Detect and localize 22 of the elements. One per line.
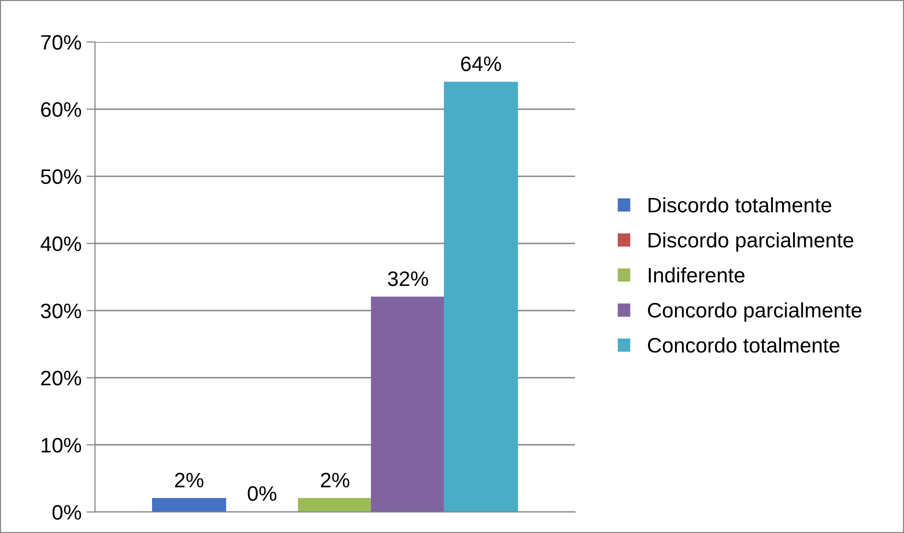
legend-label: Indiferente <box>648 267 744 283</box>
y-tick-label: 70% <box>41 35 82 50</box>
bar <box>152 498 226 512</box>
data-label: 2% <box>320 472 350 488</box>
data-label: 2% <box>175 472 204 488</box>
bar <box>370 296 445 512</box>
data-label: 32% <box>388 271 428 286</box>
y-tick-label: 10% <box>42 438 82 453</box>
y-tick-label: 20% <box>41 370 82 386</box>
data-label: 0% <box>248 486 276 501</box>
legend-label: Discordo totalmente <box>648 197 832 212</box>
y-tick-label: 30% <box>40 304 82 318</box>
y-tick-label: 50% <box>40 169 82 184</box>
data-label: 64% <box>461 56 502 72</box>
y-tick-label: 0% <box>52 505 82 520</box>
legend-label: Concordo parcialmente <box>648 302 862 322</box>
y-tick-label: 60% <box>41 102 82 117</box>
legend-label: Discordo parcialmente <box>648 232 854 252</box>
bar <box>444 82 518 512</box>
legend-label: Concordo totalmente <box>648 337 840 353</box>
y-tick-label: 40% <box>40 236 82 252</box>
bar <box>298 498 372 512</box>
